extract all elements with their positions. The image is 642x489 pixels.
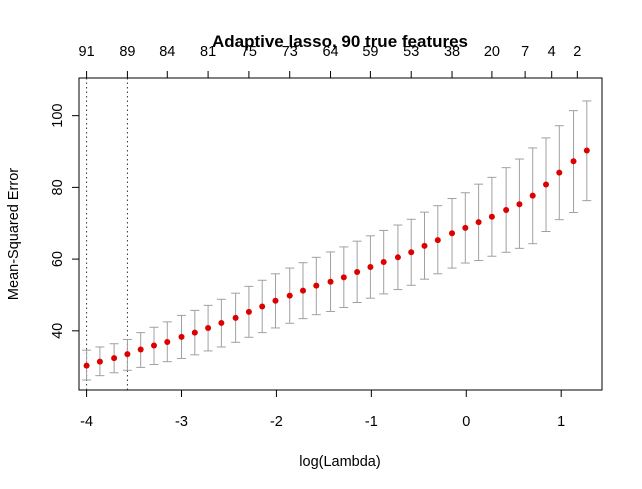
data-point <box>380 258 387 265</box>
data-point <box>434 237 441 244</box>
data-point <box>205 324 212 331</box>
data-point <box>542 181 549 188</box>
top-tick-label: 89 <box>119 44 135 60</box>
top-tick-label: 2 <box>573 44 581 60</box>
data-point <box>327 278 334 285</box>
data-point <box>111 355 118 362</box>
data-point <box>83 362 90 369</box>
data-point <box>191 329 198 336</box>
data-point <box>488 213 495 220</box>
x-axis-label: log(Lambda) <box>299 454 380 470</box>
data-point <box>394 254 401 261</box>
data-point <box>556 169 563 176</box>
top-tick-label: 81 <box>200 44 216 60</box>
top-tick-label: 53 <box>403 44 419 60</box>
x-tick-label: -1 <box>365 414 378 430</box>
data-point <box>164 338 171 345</box>
y-tick-label: 40 <box>50 323 66 339</box>
x-tick-label: -3 <box>175 414 188 430</box>
y-tick-label: 80 <box>50 179 66 195</box>
data-point <box>421 242 428 249</box>
data-point <box>408 249 415 256</box>
data-point <box>124 351 131 358</box>
top-tick-label: 91 <box>79 44 95 60</box>
data-point <box>245 308 252 315</box>
x-tick-label: -2 <box>270 414 283 430</box>
x-tick-label: -4 <box>80 414 93 430</box>
y-tick-label: 60 <box>50 251 66 267</box>
top-tick-label: 75 <box>241 44 257 60</box>
data-point <box>340 274 347 281</box>
data-point <box>96 358 103 365</box>
data-point <box>286 292 293 299</box>
data-point <box>232 314 239 321</box>
data-point <box>462 224 469 231</box>
data-point <box>218 319 225 326</box>
data-point <box>178 333 185 340</box>
chart-title: Adaptive lasso, 90 true features <box>212 32 468 51</box>
top-tick-label: 7 <box>521 44 529 60</box>
data-point <box>300 287 307 294</box>
top-tick-label: 84 <box>159 44 175 60</box>
y-tick-label: 100 <box>50 104 66 128</box>
top-tick-label: 64 <box>322 44 338 60</box>
data-point <box>137 346 144 353</box>
data-point <box>583 147 590 154</box>
top-tick-label: 4 <box>548 44 556 60</box>
top-tick-label: 38 <box>444 44 460 60</box>
x-tick-label: 0 <box>462 414 470 430</box>
data-point <box>150 342 157 349</box>
top-tick-label: 59 <box>362 44 378 60</box>
data-point <box>367 263 374 270</box>
data-point <box>503 206 510 213</box>
data-point <box>475 219 482 226</box>
top-tick-label: 73 <box>282 44 298 60</box>
y-axis-label: Mean-Squared Error <box>6 168 22 300</box>
data-point <box>354 269 361 276</box>
x-tick-label: 1 <box>557 414 565 430</box>
data-point <box>272 297 279 304</box>
plot-frame <box>78 77 603 391</box>
data-point <box>516 201 523 208</box>
data-point <box>529 192 536 199</box>
top-tick-label: 20 <box>484 44 500 60</box>
data-point <box>313 282 320 289</box>
data-point <box>449 230 456 237</box>
data-point <box>570 158 577 165</box>
data-point <box>259 303 266 310</box>
